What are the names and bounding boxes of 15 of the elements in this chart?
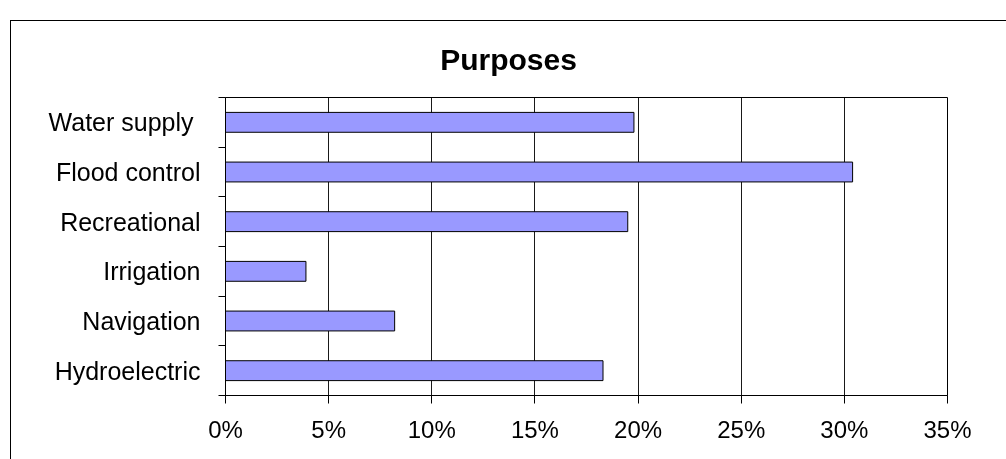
x-tick-label: 15% [510, 415, 559, 443]
y-tick-label: Recreational [60, 207, 201, 236]
chart-title: Purposes [439, 42, 578, 77]
y-tick-label: Navigation [82, 307, 201, 335]
x-tick-label: 35% [923, 415, 972, 443]
x-tick-label: 5% [311, 415, 346, 443]
x-tick-label: 10% [407, 415, 456, 443]
y-tick-label: Irrigation [103, 257, 201, 286]
x-tick-label: 25% [717, 415, 766, 443]
y-tick-label: Flood control [55, 158, 201, 186]
x-tick-label: 20% [614, 415, 663, 443]
y-tick-label: Hydroelectric [54, 356, 201, 385]
y-tick-label: Water supply [48, 108, 195, 137]
x-tick-label: 30% [820, 415, 869, 443]
x-tick-label: 0% [208, 415, 243, 443]
